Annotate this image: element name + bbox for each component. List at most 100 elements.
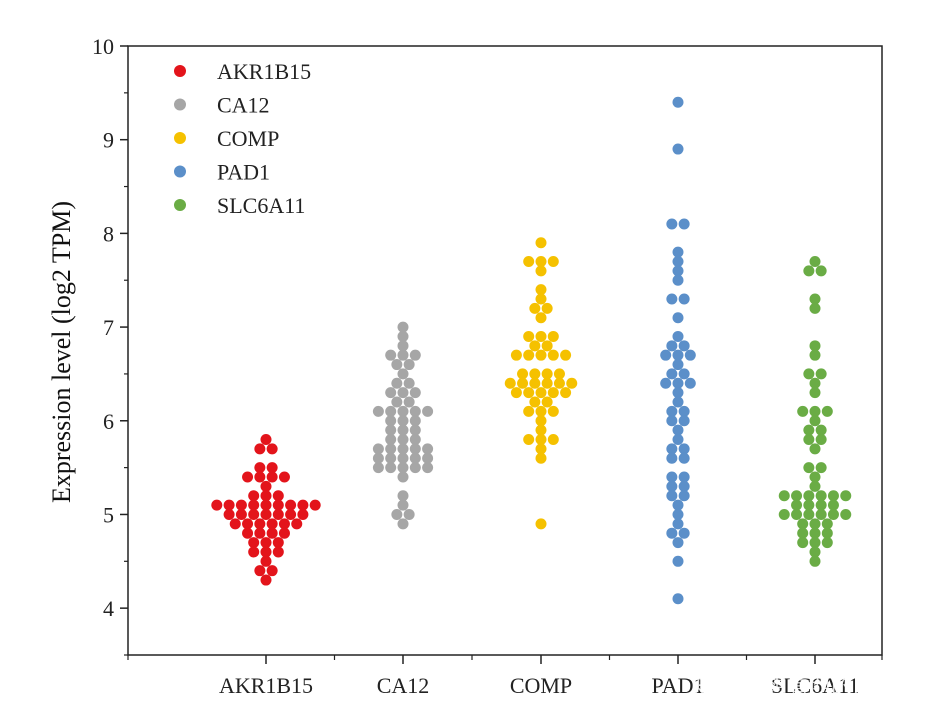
- legend-item-comp: COMP: [174, 126, 279, 151]
- data-point: [672, 508, 684, 520]
- data-point: [409, 452, 421, 464]
- data-point: [672, 359, 684, 371]
- data-point: [809, 405, 821, 417]
- data-point: [397, 443, 409, 455]
- data-point: [278, 527, 290, 539]
- x-tick-label-comp: COMP: [510, 673, 572, 698]
- data-point: [397, 499, 409, 511]
- data-point: [529, 396, 541, 408]
- data-point: [529, 340, 541, 352]
- data-point: [409, 349, 421, 361]
- data-point: [504, 377, 516, 389]
- data-point: [385, 462, 397, 474]
- data-point: [535, 405, 547, 417]
- data-point: [791, 499, 803, 511]
- data-point: [397, 368, 409, 380]
- data-point: [672, 330, 684, 342]
- data-point: [666, 405, 678, 417]
- legend-label: COMP: [217, 126, 279, 151]
- data-point: [397, 330, 409, 342]
- data-point: [409, 462, 421, 474]
- data-point: [422, 405, 434, 417]
- data-point: [235, 499, 247, 511]
- data-point: [809, 415, 821, 427]
- legend-item-akr1b15: AKR1B15: [174, 59, 311, 84]
- data-point: [803, 508, 815, 520]
- y-tick-label: 5: [103, 502, 114, 527]
- data-point: [260, 499, 272, 511]
- data-point: [815, 424, 827, 436]
- data-point: [229, 518, 241, 530]
- data-point: [397, 424, 409, 436]
- data-point: [385, 349, 397, 361]
- data-point: [809, 443, 821, 455]
- data-point: [547, 405, 559, 417]
- data-point: [666, 368, 678, 380]
- data-point: [660, 349, 672, 361]
- data-point: [672, 312, 684, 324]
- data-point: [309, 499, 321, 511]
- data-point: [678, 415, 690, 427]
- data-point: [791, 508, 803, 520]
- data-point: [242, 527, 254, 539]
- data-point: [391, 396, 403, 408]
- data-point: [827, 499, 839, 511]
- data-point: [517, 377, 529, 389]
- data-point: [422, 443, 434, 455]
- data-points: [211, 96, 852, 605]
- data-point: [809, 537, 821, 549]
- data-point: [397, 321, 409, 333]
- data-point: [385, 443, 397, 455]
- data-point: [678, 405, 690, 417]
- data-point: [535, 255, 547, 267]
- data-point: [266, 471, 278, 483]
- data-point: [422, 452, 434, 464]
- data-point: [541, 396, 553, 408]
- x-tick-label-ca12: CA12: [377, 673, 430, 698]
- data-point: [254, 443, 266, 455]
- y-axis-title: Expression level (log2 TPM): [47, 201, 76, 503]
- data-point: [242, 518, 254, 530]
- data-point: [809, 340, 821, 352]
- data-point: [803, 462, 815, 474]
- data-point: [297, 499, 309, 511]
- data-point: [266, 443, 278, 455]
- data-point: [529, 368, 541, 380]
- data-point: [535, 312, 547, 324]
- data-point: [260, 490, 272, 502]
- data-point: [809, 255, 821, 267]
- data-point: [672, 96, 684, 108]
- data-point: [672, 537, 684, 549]
- data-point: [672, 518, 684, 530]
- data-point: [672, 265, 684, 277]
- data-point: [672, 396, 684, 408]
- data-point: [803, 424, 815, 436]
- data-point: [672, 349, 684, 361]
- data-point: [660, 377, 672, 389]
- data-point: [391, 508, 403, 520]
- data-point: [815, 508, 827, 520]
- data-point: [397, 471, 409, 483]
- data-point: [797, 527, 809, 539]
- data-point: [260, 546, 272, 558]
- data-point: [821, 537, 833, 549]
- data-point: [523, 255, 535, 267]
- data-point: [523, 330, 535, 342]
- data-point: [260, 434, 272, 446]
- data-point: [666, 415, 678, 427]
- data-point: [803, 434, 815, 446]
- data-point: [666, 340, 678, 352]
- data-point: [535, 443, 547, 455]
- data-point: [397, 518, 409, 530]
- data-point: [678, 293, 690, 305]
- data-point: [272, 546, 284, 558]
- data-point: [803, 490, 815, 502]
- data-point: [566, 377, 578, 389]
- data-point: [815, 265, 827, 277]
- data-point: [678, 452, 690, 464]
- data-point: [553, 377, 565, 389]
- data-point: [809, 527, 821, 539]
- series-comp: [504, 237, 578, 530]
- data-point: [809, 377, 821, 389]
- data-point: [391, 377, 403, 389]
